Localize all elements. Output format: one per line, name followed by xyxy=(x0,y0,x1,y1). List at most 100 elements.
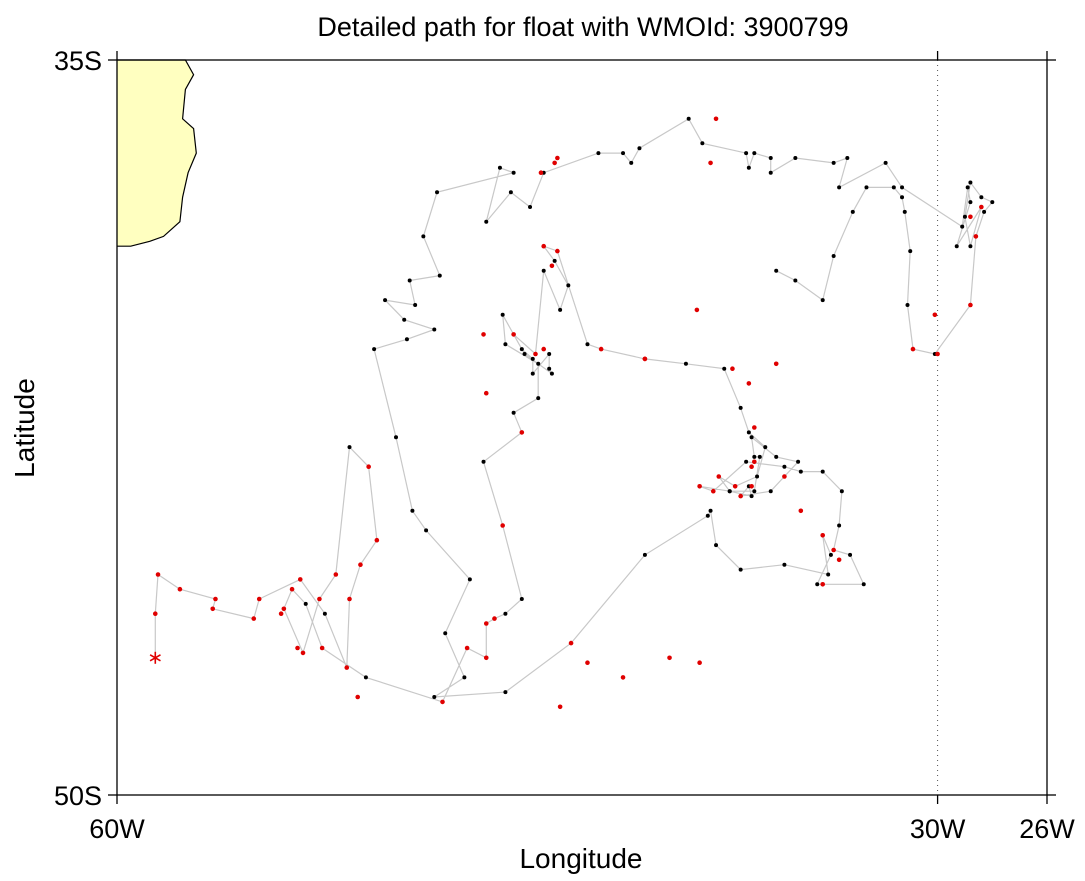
position-point xyxy=(552,258,557,263)
position-point xyxy=(503,611,508,616)
position-point xyxy=(621,151,626,156)
position-point-red xyxy=(541,346,547,352)
position-point xyxy=(714,543,719,548)
position-point-red xyxy=(773,361,779,367)
position-point-red xyxy=(317,596,322,602)
position-point-red xyxy=(511,332,516,337)
position-point xyxy=(566,283,571,288)
position-point-red xyxy=(155,572,161,577)
position-point xyxy=(547,366,552,371)
position-point xyxy=(831,254,836,258)
position-point-red xyxy=(752,425,757,430)
position-point-red xyxy=(297,577,303,582)
position-point-red xyxy=(519,430,525,435)
position-point-red xyxy=(697,484,702,489)
position-point-red xyxy=(464,645,470,651)
position-point xyxy=(435,190,440,195)
position-point-red xyxy=(278,611,284,616)
position-point xyxy=(585,342,590,347)
position-point xyxy=(883,160,888,165)
position-point xyxy=(962,214,967,219)
position-point xyxy=(424,528,429,533)
position-point xyxy=(979,195,984,200)
position-point xyxy=(960,224,965,229)
position-point xyxy=(861,582,866,587)
position-point xyxy=(522,352,527,356)
position-point xyxy=(503,690,508,695)
position-point xyxy=(798,469,803,474)
position-point xyxy=(511,410,516,415)
position-point xyxy=(782,464,787,469)
position-point-red xyxy=(820,533,826,538)
position-point-red xyxy=(251,616,257,621)
position-point xyxy=(968,244,973,249)
position-point xyxy=(503,342,508,347)
position-point-red xyxy=(555,248,560,254)
position-point-red xyxy=(973,234,979,239)
position-point xyxy=(519,597,524,601)
position-point-red xyxy=(820,582,826,587)
position-point xyxy=(968,200,973,205)
position-point-red xyxy=(549,263,555,269)
position-point xyxy=(642,552,647,557)
position-point xyxy=(746,430,751,435)
position-point xyxy=(437,273,442,278)
position-point xyxy=(815,582,820,587)
position-point-red xyxy=(541,243,547,249)
position-point-red xyxy=(730,366,735,372)
position-point xyxy=(768,489,773,494)
position-point xyxy=(738,567,743,572)
position-point-red xyxy=(694,307,700,313)
position-point-red xyxy=(500,523,505,528)
position-point-red xyxy=(932,312,938,318)
position-point-red xyxy=(256,596,262,602)
position-point xyxy=(746,165,751,170)
position-point-red xyxy=(697,660,702,665)
position-point-red xyxy=(979,204,984,210)
position-point xyxy=(347,445,352,450)
position-point xyxy=(738,405,743,410)
position-point xyxy=(954,244,959,249)
position-point xyxy=(484,219,489,224)
position-point xyxy=(508,190,513,195)
position-point-red xyxy=(300,650,306,656)
position-point xyxy=(549,371,554,376)
position-point-red xyxy=(295,645,300,651)
position-point xyxy=(432,327,437,332)
y-axis-label: Latitude xyxy=(9,378,40,478)
position-point xyxy=(839,489,844,494)
position-point-red xyxy=(492,616,497,621)
position-point-red xyxy=(333,572,339,577)
position-point xyxy=(421,234,426,239)
position-point xyxy=(481,459,486,464)
position-point-red xyxy=(374,537,380,543)
position-point xyxy=(837,523,842,528)
position-point-red xyxy=(347,596,352,602)
position-point xyxy=(837,185,842,190)
land-area xyxy=(117,60,197,247)
position-point-red xyxy=(533,351,538,357)
position-point xyxy=(372,347,377,352)
position-point-red xyxy=(667,655,672,661)
position-point xyxy=(749,494,754,499)
position-point xyxy=(637,146,642,151)
position-point xyxy=(303,601,308,606)
position-point xyxy=(547,352,552,356)
position-point-red xyxy=(355,694,361,700)
position-point xyxy=(965,185,970,190)
position-point xyxy=(536,361,541,366)
position-point-red xyxy=(782,474,787,479)
position-point-red xyxy=(935,351,940,357)
position-point-red xyxy=(440,699,445,705)
position-point xyxy=(744,459,749,464)
map-frame xyxy=(116,59,1048,796)
position-point xyxy=(905,303,910,307)
map-title: Detailed path for float with WMOId: 3900… xyxy=(317,12,848,42)
position-point xyxy=(497,165,502,170)
position-point xyxy=(467,577,472,582)
position-point-red xyxy=(598,346,604,352)
position-point xyxy=(848,552,853,557)
x-tick-label: 26W xyxy=(1019,814,1075,844)
position-point xyxy=(530,371,535,376)
position-point xyxy=(752,151,757,156)
